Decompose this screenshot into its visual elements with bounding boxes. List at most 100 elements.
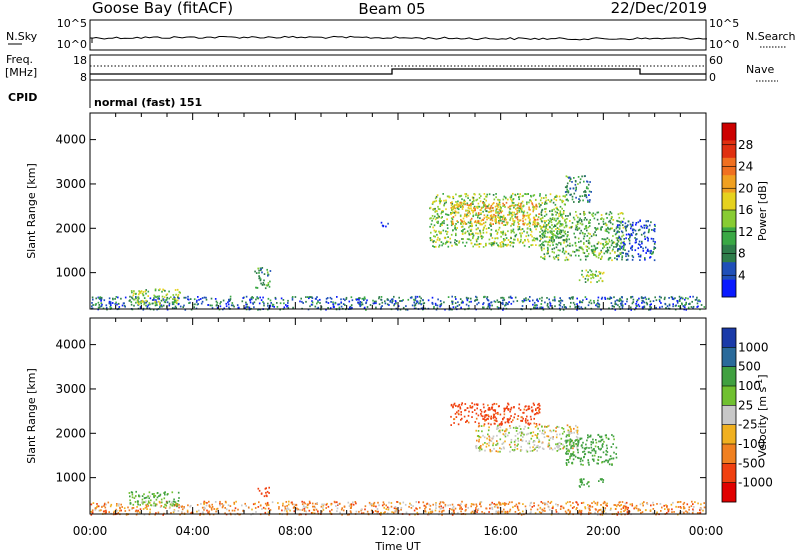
range-gate-cell [470,300,472,303]
range-gate-cell [566,258,569,261]
range-gate-cell [280,297,283,300]
range-gate-cell [305,506,307,508]
range-gate-cell [590,281,592,284]
range-gate-cell [613,451,615,454]
range-gate-cell [261,271,263,274]
range-gate-cell [153,297,155,300]
range-gate-cell [177,295,179,298]
range-gate-cell [477,222,480,224]
range-gate-cell [461,417,463,420]
range-gate-cell [439,202,441,205]
range-gate-cell [536,407,539,409]
range-gate-cell [155,301,158,303]
range-gate-cell [653,228,656,230]
range-gate-cell [465,209,467,212]
range-gate-cell [258,489,261,492]
range-gate-cell [462,241,464,244]
range-gate-cell [362,512,365,514]
range-gate-cell [322,509,325,511]
range-gate-cell [590,302,593,305]
range-gate-cell [482,246,485,248]
range-gate-cell [622,505,625,508]
range-gate-cell [539,430,541,432]
range-gate-cell [632,228,634,231]
range-gate-cell [447,236,449,238]
range-gate-cell [119,506,121,509]
range-gate-cell [582,501,585,504]
range-gate-cell [349,507,352,509]
range-gate-cell [362,297,365,300]
range-gate-cell [491,406,493,409]
range-gate-cell [589,434,592,437]
range-gate-cell [630,233,633,235]
range-gate-cell [293,506,296,508]
range-gate-cell [600,249,602,252]
range-gate-cell [507,243,509,246]
range-gate-cell [560,229,562,232]
range-gate-cell [507,198,509,201]
range-gate-cell [451,209,453,211]
range-gate-cell [164,491,166,494]
range-gate-cell [509,450,511,453]
range-gate-cell [621,306,624,309]
range-gate-cell [475,447,478,450]
range-gate-cell [563,306,566,308]
range-gate-cell [305,296,307,298]
range-gate-cell [539,297,541,300]
range-gate-cell [491,304,493,307]
range-gate-cell [555,195,558,198]
range-gate-cell [130,290,133,292]
range-gate-cell [142,294,145,297]
range-gate-cell [555,436,558,439]
range-gate-cell [618,224,621,226]
range-gate-cell [443,202,446,205]
range-gate-cell [519,207,521,210]
range-gate-cell [143,497,146,500]
range-gate-cell [474,209,476,212]
range-gate-cell [124,305,126,308]
range-gate-cell [643,501,645,503]
range-gate-cell [575,244,577,247]
range-gate-cell [189,298,192,300]
range-gate-cell [207,511,209,514]
range-gate-cell [317,510,319,513]
range-gate-cell [497,206,499,208]
range-gate-cell [517,221,519,224]
range-gate-cell [605,212,608,215]
range-gate-cell [347,501,350,504]
range-gate-cell [285,501,288,503]
range-gate-cell [648,297,650,300]
range-gate-cell [632,301,635,303]
range-gate-cell [526,201,528,204]
range-gate-cell [163,506,165,508]
range-gate-cell [440,507,443,510]
range-gate-cell [636,299,639,301]
range-gate-cell [586,249,588,251]
range-gate-cell [266,502,269,504]
range-gate-cell [438,230,440,233]
range-gate-cell [595,227,597,230]
range-gate-cell [551,436,554,439]
range-gate-cell [478,197,481,199]
range-gate-cell [567,452,569,455]
range-gate-cell [183,506,185,508]
range-gate-cell [568,443,571,446]
range-gate-cell [177,296,179,299]
range-gate-cell [509,508,512,511]
range-gate-cell [621,221,624,223]
range-gate-cell [460,413,462,416]
range-gate-cell [330,297,333,300]
range-gate-cell [484,414,486,417]
range-gate-cell [474,243,476,246]
range-gate-cell [697,300,699,302]
range-gate-cell [543,247,545,250]
range-gate-cell [451,300,453,303]
range-gate-cell [501,216,503,218]
range-gate-cell [450,403,453,406]
range-gate-cell [470,230,472,232]
range-gate-cell [642,247,644,250]
range-gate-cell [513,440,516,443]
x-tick-label: 00:00 [689,524,724,538]
range-gate-cell [286,510,288,513]
range-gate-cell [445,199,447,202]
